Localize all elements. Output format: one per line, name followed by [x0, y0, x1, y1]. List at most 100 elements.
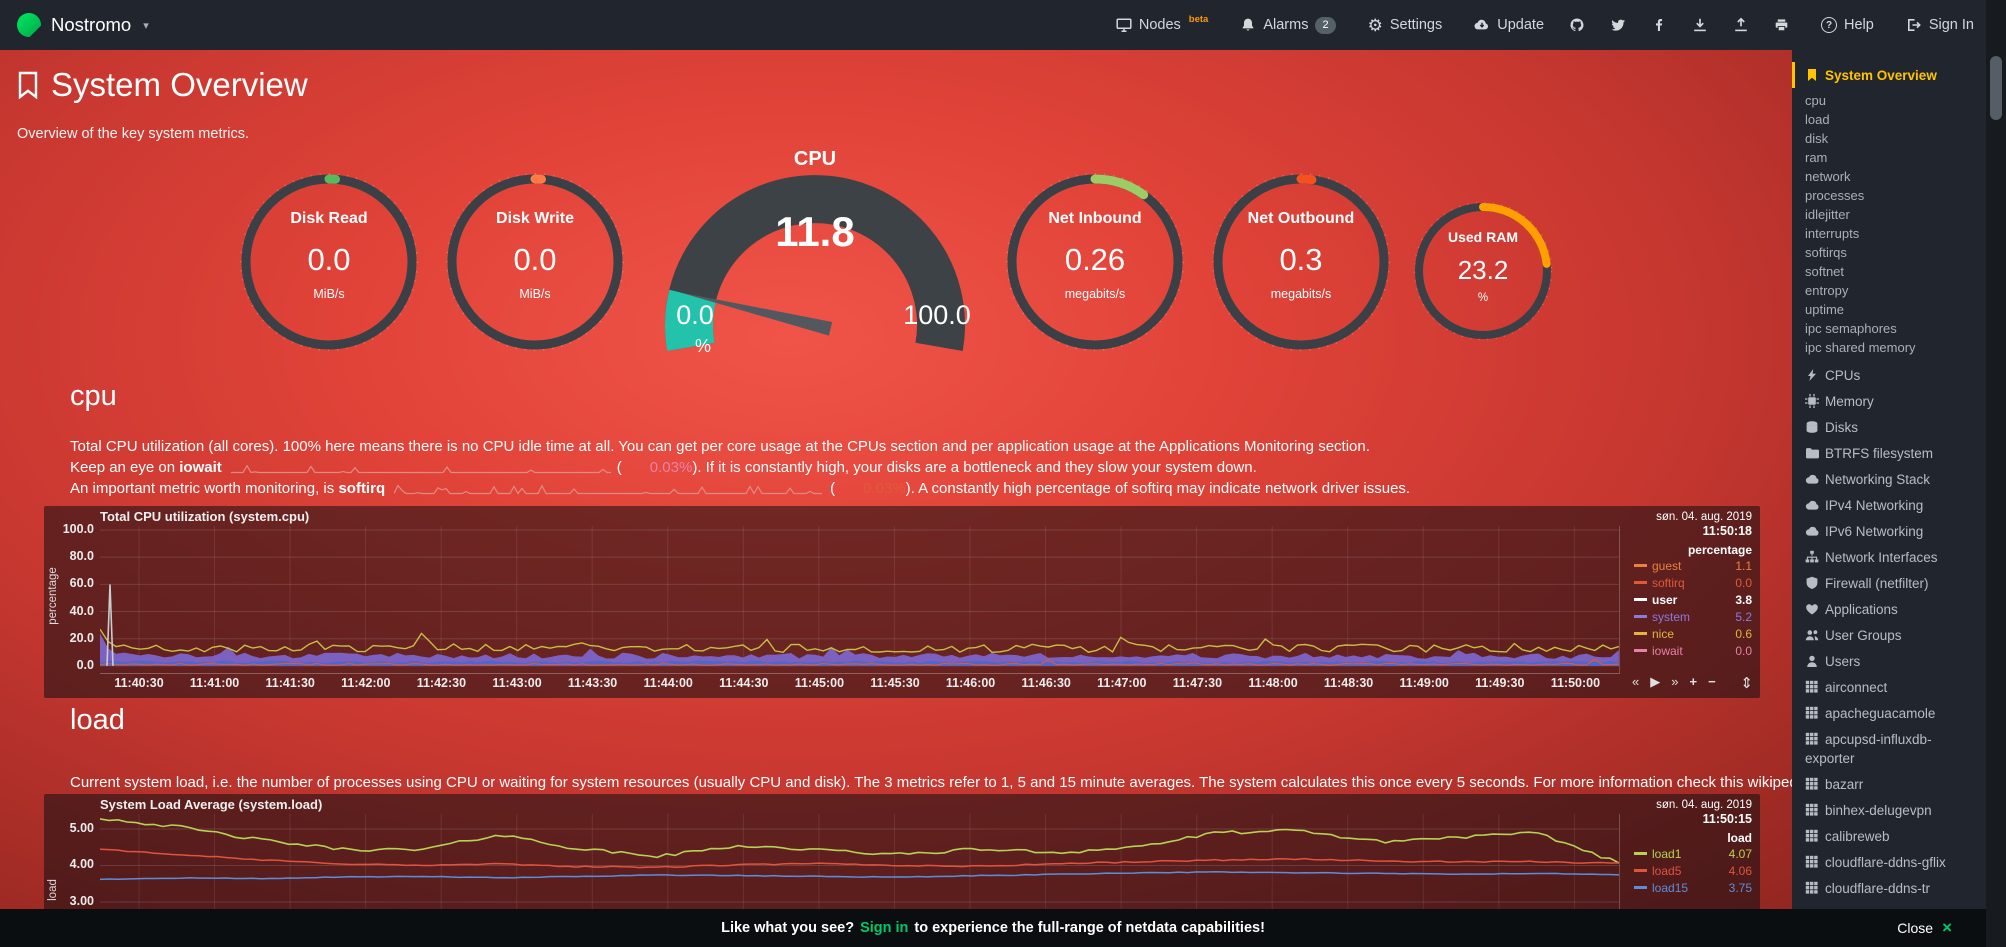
- legend-unit: percentage: [1687, 543, 1752, 557]
- scrollbar-thumb[interactable]: [1990, 56, 2002, 120]
- update-button[interactable]: Update: [1474, 17, 1544, 33]
- sidebar-item-calibreweb[interactable]: calibreweb: [1792, 823, 1986, 849]
- gauge-value: 23.2: [1457, 255, 1509, 285]
- sidebar-sub-ipc-semaphores[interactable]: ipc semaphores: [1792, 319, 1986, 338]
- gauge-disk-read[interactable]: Disk Read 0.0 MiB/s: [239, 172, 419, 352]
- nodes-button[interactable]: Nodes beta: [1116, 14, 1208, 33]
- legend-row-user[interactable]: user 3.8: [1634, 591, 1752, 608]
- gauge-needle: [678, 292, 833, 336]
- sidebar-item-networking-stack[interactable]: Networking Stack: [1792, 466, 1986, 492]
- cpu-utilization-chart[interactable]: Total CPU utilization (system.cpu) perce…: [44, 506, 1760, 698]
- sidebar-item-disks[interactable]: Disks: [1792, 414, 1986, 440]
- sidebar-sub-ram[interactable]: ram: [1792, 148, 1986, 167]
- series-load15: [100, 871, 1619, 881]
- twitter-button[interactable]: [1610, 17, 1626, 33]
- sidebar-sub-uptime[interactable]: uptime: [1792, 300, 1986, 319]
- brand-name: Nostromo: [51, 14, 132, 35]
- sidebar-sub-processes[interactable]: processes: [1792, 186, 1986, 205]
- legend-row-iowait[interactable]: iowait 0.0: [1634, 642, 1752, 659]
- sidebar-sub-interrupts[interactable]: interrupts: [1792, 224, 1986, 243]
- cpu-chart-plot[interactable]: [100, 526, 1620, 674]
- sidebar-item-ipv6-networking[interactable]: IPv6 Networking: [1792, 518, 1986, 544]
- close-banner-button[interactable]: Close ×: [1897, 918, 1952, 938]
- print-button[interactable]: [1774, 18, 1789, 33]
- help-button[interactable]: ? Help: [1821, 17, 1874, 33]
- gauge-net-outbound[interactable]: Net Outbound 0.3 megabits/s: [1211, 172, 1391, 352]
- sidebar-sub-idlejitter[interactable]: idlejitter: [1792, 205, 1986, 224]
- play-icon[interactable]: ▶: [1650, 674, 1661, 689]
- gauge-used-ram[interactable]: Used RAM 23.2 %: [1413, 201, 1553, 341]
- sidebar-item-apcupsd-influxdb-exporter[interactable]: apcupsd-influxdb-exporter: [1792, 726, 1986, 771]
- softirq-sparkline[interactable]: [394, 482, 824, 497]
- gauge-disk-write[interactable]: Disk Write 0.0 MiB/s: [445, 172, 625, 352]
- gauge-net-inbound[interactable]: Net Inbound 0.26 megabits/s: [1005, 172, 1185, 352]
- legend-row-system[interactable]: system 5.2: [1634, 608, 1752, 625]
- y-tick: 100.0: [62, 522, 94, 536]
- sidebar-item-users[interactable]: Users: [1792, 648, 1986, 674]
- export-snapshot-button[interactable]: [1692, 17, 1708, 33]
- sidebar-item-airconnect[interactable]: airconnect: [1792, 674, 1986, 700]
- legend-row-softirq[interactable]: softirq 0.0: [1634, 574, 1752, 591]
- close-icon: ×: [1942, 918, 1952, 937]
- legend-row-load15[interactable]: load15 3.75: [1634, 879, 1752, 896]
- sidebar-sub-load[interactable]: load: [1792, 110, 1986, 129]
- facebook-button[interactable]: [1651, 17, 1667, 33]
- page-scrollbar[interactable]: [1986, 0, 2006, 947]
- sidebar-item-cloudflare-ddns-gflix[interactable]: cloudflare-ddns-gflix: [1792, 849, 1986, 875]
- gauge-label: Used RAM: [1447, 229, 1518, 245]
- sidebar-item-cloudflare-ddns-tr[interactable]: cloudflare-ddns-tr: [1792, 875, 1986, 901]
- sidebar-item-memory[interactable]: Memory: [1792, 388, 1986, 414]
- section-heading-load: load: [70, 704, 125, 736]
- sidebar-menu: System Overview cpu load disk ram networ…: [1792, 50, 1986, 947]
- sidebar-item-ipv4-networking[interactable]: IPv4 Networking: [1792, 492, 1986, 518]
- resize-handle-icon[interactable]: ⇕: [1740, 675, 1753, 692]
- sign-in-button[interactable]: Sign In: [1906, 17, 1974, 33]
- sidebar-sub-ipc-shared-memory[interactable]: ipc shared memory: [1792, 338, 1986, 357]
- legend-dash: [1634, 615, 1647, 618]
- sidebar-item-btrfs-filesystem[interactable]: BTRFS filesystem: [1792, 440, 1986, 466]
- pan-backward-icon[interactable]: «: [1632, 674, 1640, 689]
- sidebar-sub-entropy[interactable]: entropy: [1792, 281, 1986, 300]
- sign-in-link[interactable]: Sign in: [860, 920, 909, 936]
- legend-dash: [1634, 886, 1647, 889]
- sidebar-item-bazarr[interactable]: bazarr: [1792, 771, 1986, 797]
- twitter-icon: [1610, 17, 1626, 33]
- legend-row-guest[interactable]: guest 1.1: [1634, 557, 1752, 574]
- sidebar-sub-disk[interactable]: disk: [1792, 129, 1986, 148]
- gauge-cpu[interactable]: CPU 11.8 0.0 100.0 %: [665, 148, 971, 360]
- settings-button[interactable]: ⚙ Settings: [1368, 17, 1443, 34]
- sidebar-item-network-interfaces[interactable]: Network Interfaces: [1792, 544, 1986, 570]
- load-chart-plot[interactable]: [100, 814, 1620, 947]
- github-button[interactable]: [1569, 17, 1585, 33]
- sign-in-icon: [1906, 17, 1922, 33]
- gauge-min: 0.0: [676, 300, 714, 330]
- legend-dash: [1634, 581, 1647, 584]
- sidebar-item-firewall[interactable]: Firewall (netfilter): [1792, 570, 1986, 596]
- sidebar-sub-network[interactable]: network: [1792, 167, 1986, 186]
- zoom-in-icon[interactable]: +: [1689, 674, 1698, 689]
- brand-menu[interactable]: Nostromo ▾: [16, 12, 149, 38]
- iowait-sparkline[interactable]: [230, 461, 611, 476]
- sidebar-item-user-groups[interactable]: User Groups: [1792, 622, 1986, 648]
- x-tick: 11:47:30: [1172, 676, 1223, 690]
- legend-row-load1[interactable]: load1 4.07: [1634, 845, 1752, 862]
- zoom-out-icon[interactable]: −: [1708, 674, 1716, 689]
- sidebar-item-applications[interactable]: Applications: [1792, 596, 1986, 622]
- sidebar-sub-cpu[interactable]: cpu: [1792, 91, 1986, 110]
- grid-icon: [1805, 706, 1819, 720]
- legend-row-nice[interactable]: nice 0.6: [1634, 625, 1752, 642]
- grid-icon: [1805, 732, 1819, 746]
- sidebar-item-cpus[interactable]: CPUs: [1792, 362, 1986, 388]
- pan-forward-icon[interactable]: »: [1671, 674, 1679, 689]
- sidebar-item-binhex-delugevpn[interactable]: binhex-delugevpn: [1792, 797, 1986, 823]
- sidebar-item-apacheguacamole[interactable]: apacheguacamole: [1792, 700, 1986, 726]
- sidebar-item-system-overview[interactable]: System Overview: [1792, 62, 1986, 88]
- grid-icon: [1805, 680, 1819, 694]
- import-snapshot-button[interactable]: [1733, 17, 1749, 33]
- wikipedia-link[interactable]: this wikipedia article: [1720, 774, 1792, 791]
- sidebar-sub-softnet[interactable]: softnet: [1792, 262, 1986, 281]
- alarms-button[interactable]: Alarms 2: [1240, 16, 1336, 34]
- x-tick: 11:44:00: [643, 676, 693, 690]
- sidebar-sub-softirqs[interactable]: softirqs: [1792, 243, 1986, 262]
- legend-row-load5[interactable]: load5 4.06: [1634, 862, 1752, 879]
